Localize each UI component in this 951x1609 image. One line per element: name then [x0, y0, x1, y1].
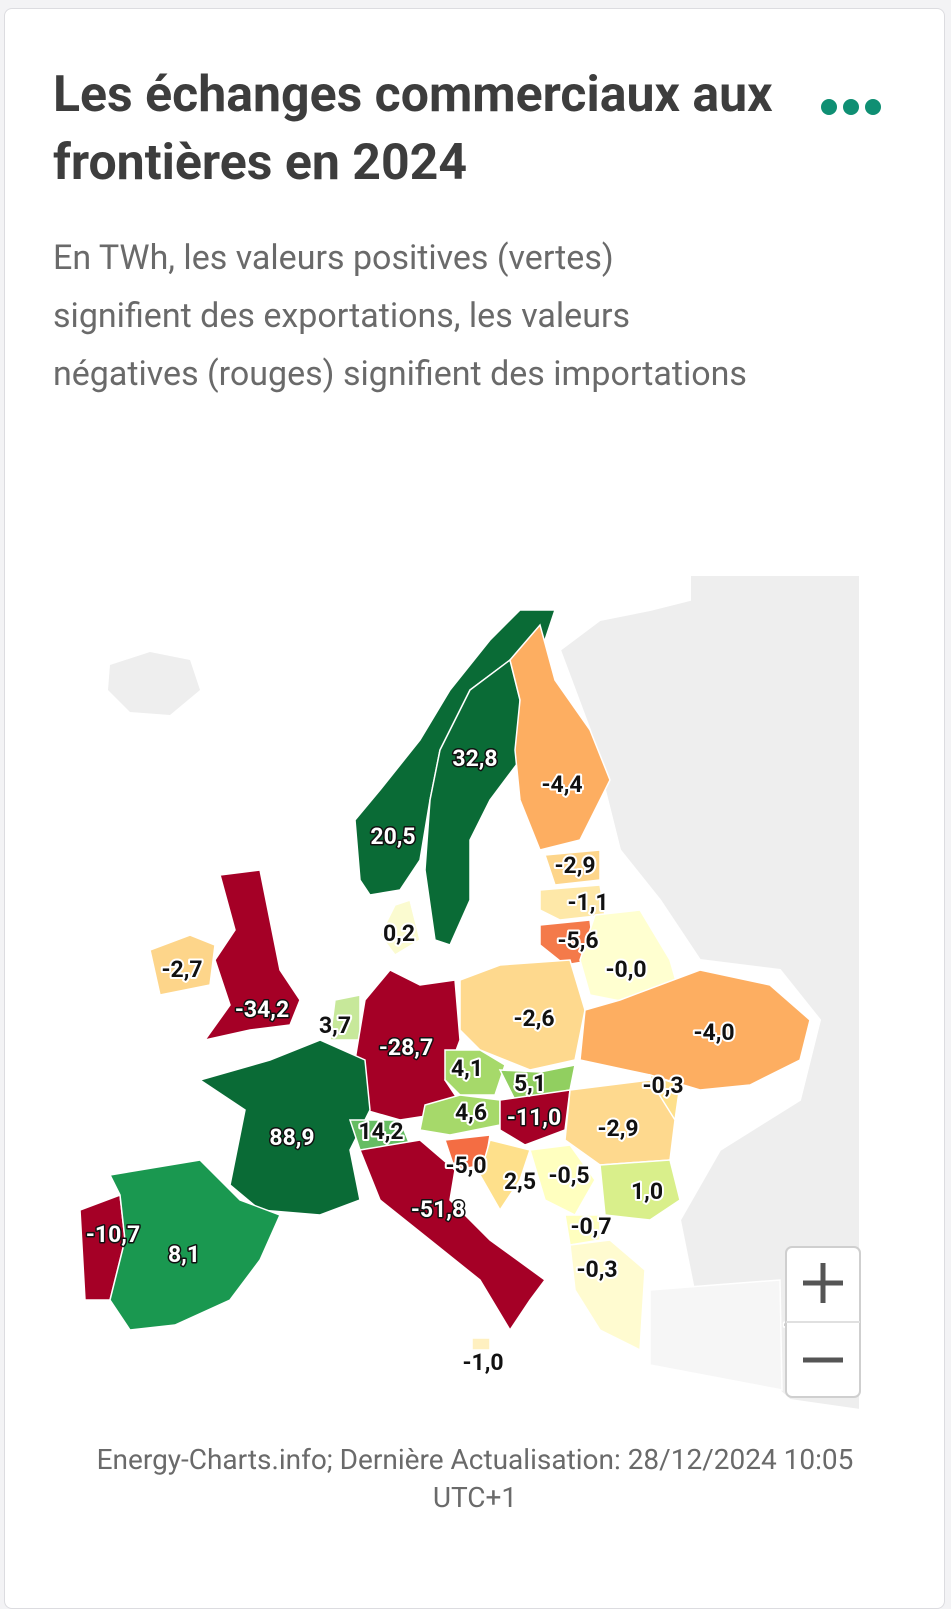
footer: Energy-Charts.info; Dernière Actualisati…: [96, 1443, 854, 1514]
region-label: -0,5: [548, 1162, 589, 1189]
region: [108, 1159, 282, 1331]
region: [198, 1039, 371, 1216]
region-label: 4,1: [451, 1055, 483, 1082]
region-label: 20,5: [370, 823, 415, 850]
iceland: [108, 652, 200, 715]
region-label: -5,0: [445, 1152, 486, 1179]
region-label: 4,6: [455, 1099, 487, 1126]
region-label: 3,7: [319, 1012, 351, 1039]
region-label: 8,1: [168, 1241, 200, 1268]
region: [529, 1144, 596, 1216]
region-label: 32,8: [452, 745, 497, 772]
menu-button[interactable]: [819, 95, 883, 119]
region: [203, 869, 301, 1042]
subtitle: En TWh, les valeurs positives (vertes) s…: [53, 238, 747, 394]
region: [539, 884, 606, 921]
region: [509, 623, 611, 851]
region: [649, 1279, 783, 1391]
region-label: -5,6: [557, 927, 598, 954]
region-label: -4,4: [541, 771, 582, 798]
region-label: -0,0: [605, 956, 646, 983]
region-label: -28,7: [379, 1034, 433, 1061]
region-label: 5,1: [514, 1070, 546, 1097]
region-label: -2,9: [597, 1115, 638, 1142]
region: [444, 1049, 506, 1096]
region-label: -2,7: [161, 956, 202, 983]
region-label: -10,7: [86, 1221, 140, 1248]
region-label: -2,6: [513, 1005, 554, 1032]
region: [599, 1159, 681, 1221]
region-label: -0,7: [570, 1213, 611, 1240]
region: [358, 1139, 547, 1332]
region-label: 1,0: [631, 1178, 663, 1205]
region-label: -51,8: [411, 1196, 465, 1223]
region: [479, 1139, 531, 1212]
region-label: -34,2: [235, 996, 289, 1023]
region-label: 2,5: [504, 1168, 536, 1195]
region-label: -0,3: [576, 1256, 617, 1283]
region: [149, 934, 216, 996]
region: [379, 899, 421, 956]
region-label: 0,2: [383, 920, 415, 947]
region-label: -0,3: [642, 1072, 683, 1099]
region: [471, 1337, 491, 1351]
title: Les échanges commerciaux aux frontières …: [53, 66, 773, 192]
region-label: -4,0: [693, 1019, 734, 1046]
region-label: -1,0: [462, 1349, 503, 1376]
region-label: -11,0: [507, 1104, 561, 1131]
region: [543, 849, 601, 886]
region: [459, 959, 586, 1071]
background-land: [558, 574, 861, 1412]
region-label: 88,9: [269, 1124, 314, 1151]
zoom-control[interactable]: [785, 1246, 861, 1398]
region: [564, 1214, 601, 1246]
region-label: 14,2: [358, 1118, 403, 1145]
region: [424, 658, 521, 946]
region-label: -2,9: [554, 852, 595, 879]
region: [499, 1089, 571, 1146]
region-label: -1,1: [567, 889, 608, 916]
region: [354, 609, 557, 896]
region: [579, 969, 811, 1091]
region: [569, 1239, 646, 1352]
